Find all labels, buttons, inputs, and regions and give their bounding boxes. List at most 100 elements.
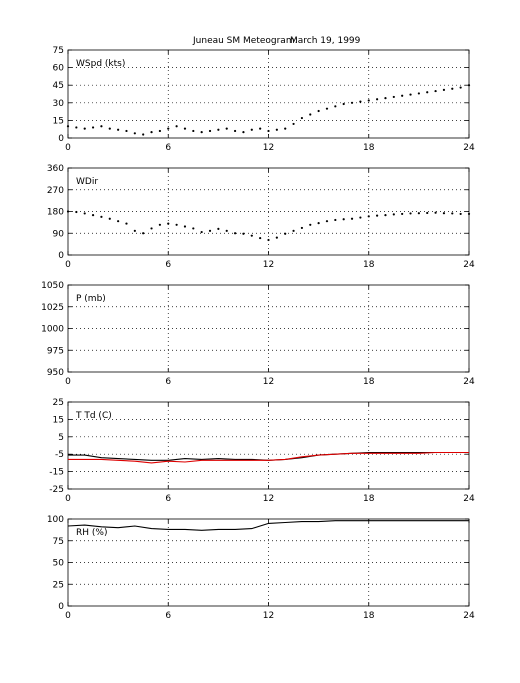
data-point — [233, 232, 237, 235]
data-point — [350, 101, 354, 104]
data-point — [242, 232, 245, 235]
x-tick-label: 24 — [463, 377, 475, 387]
x-tick-label: 6 — [165, 260, 171, 270]
data-point — [142, 133, 145, 136]
y-tick-label: -5 — [55, 450, 64, 460]
data-point — [426, 211, 429, 215]
y-tick-label: 25 — [53, 398, 64, 408]
series-0 — [66, 210, 471, 242]
data-point — [426, 91, 429, 94]
data-point — [376, 98, 379, 101]
chart-title-station: Juneau SM Meteogram: — [192, 36, 298, 46]
x-tick-label: 18 — [363, 611, 375, 621]
panel-2: 0 6 12 18 24 950 975 1000 1025 1050 P (mb) — [41, 281, 475, 387]
x-tick-label: 0 — [65, 260, 71, 270]
y-tick-label: -15 — [49, 468, 64, 478]
data-point — [175, 223, 178, 226]
data-point — [359, 100, 362, 103]
data-point — [392, 213, 395, 216]
data-point — [175, 125, 178, 128]
panel-label: WSpd (kts) — [76, 59, 125, 69]
data-point — [342, 102, 345, 106]
data-point — [133, 132, 136, 135]
data-point — [392, 95, 395, 99]
data-point — [75, 126, 78, 129]
data-point — [467, 84, 471, 87]
data-point — [451, 212, 454, 215]
data-point — [367, 99, 370, 102]
data-point — [167, 222, 170, 225]
data-point — [292, 122, 295, 126]
data-point — [117, 128, 120, 131]
y-tick-label: 90 — [53, 229, 65, 239]
x-tick-label: 0 — [65, 611, 71, 621]
y-tick-label: 180 — [47, 208, 64, 218]
y-tick-label: 360 — [47, 164, 64, 174]
data-point — [417, 92, 420, 95]
data-point — [267, 238, 270, 242]
data-point — [325, 107, 329, 110]
data-point — [142, 232, 145, 235]
x-tick-label: 0 — [65, 143, 71, 153]
data-point — [259, 127, 262, 130]
data-point — [200, 131, 203, 134]
data-point — [83, 127, 86, 130]
x-tick-label: 12 — [263, 377, 274, 387]
data-point — [309, 223, 312, 226]
data-point — [108, 127, 111, 130]
panel-1: 0 6 12 18 24 0 90 180 270 360 WDir — [47, 164, 475, 270]
chart-title-date: March 19, 1999 — [290, 36, 361, 46]
panel-label: RH (%) — [76, 528, 107, 538]
y-tick-label: 5 — [58, 433, 64, 443]
series-line-1 — [68, 451, 469, 464]
x-tick-label: 6 — [165, 494, 171, 504]
data-point — [442, 212, 446, 215]
y-tick-label: -25 — [49, 485, 64, 495]
data-point — [342, 218, 345, 221]
y-tick-label: 25 — [53, 580, 64, 590]
x-tick-label: 18 — [363, 143, 375, 153]
data-point — [125, 129, 128, 133]
data-point — [317, 109, 320, 113]
data-point — [91, 214, 95, 217]
data-point — [459, 212, 462, 216]
x-tick-label: 6 — [165, 377, 171, 387]
data-point — [150, 131, 153, 134]
data-point — [192, 129, 195, 133]
y-tick-label: 0 — [58, 602, 64, 612]
axes-frame — [67, 401, 470, 490]
x-tick-label: 18 — [363, 377, 375, 387]
data-point — [66, 125, 70, 128]
y-tick-label: 270 — [47, 186, 64, 196]
data-point — [401, 94, 404, 97]
panel-label: WDir — [76, 177, 98, 187]
data-point — [66, 210, 70, 213]
data-point — [200, 230, 203, 234]
series-line-0 — [67, 520, 469, 531]
x-tick-label: 18 — [363, 260, 375, 270]
data-point — [459, 86, 462, 89]
data-point — [325, 220, 329, 223]
data-point — [208, 229, 212, 232]
data-point — [376, 214, 379, 217]
data-point — [350, 217, 354, 220]
x-tick-label: 24 — [463, 611, 475, 621]
data-point — [100, 125, 103, 128]
data-point — [409, 93, 412, 96]
y-tick-label: 60 — [53, 64, 65, 74]
y-tick-label: 950 — [47, 368, 64, 378]
y-tick-label: 975 — [47, 346, 64, 356]
data-point — [225, 127, 228, 130]
data-point — [401, 212, 404, 216]
y-tick-label: 100 — [47, 515, 64, 525]
x-tick-label: 24 — [463, 143, 475, 153]
data-point — [100, 215, 103, 218]
y-tick-label: 15 — [53, 116, 64, 126]
y-tick-label: 75 — [53, 46, 64, 56]
data-point — [275, 236, 278, 239]
data-point — [217, 128, 220, 131]
data-point — [158, 129, 161, 133]
y-tick-label: 1050 — [41, 281, 64, 291]
